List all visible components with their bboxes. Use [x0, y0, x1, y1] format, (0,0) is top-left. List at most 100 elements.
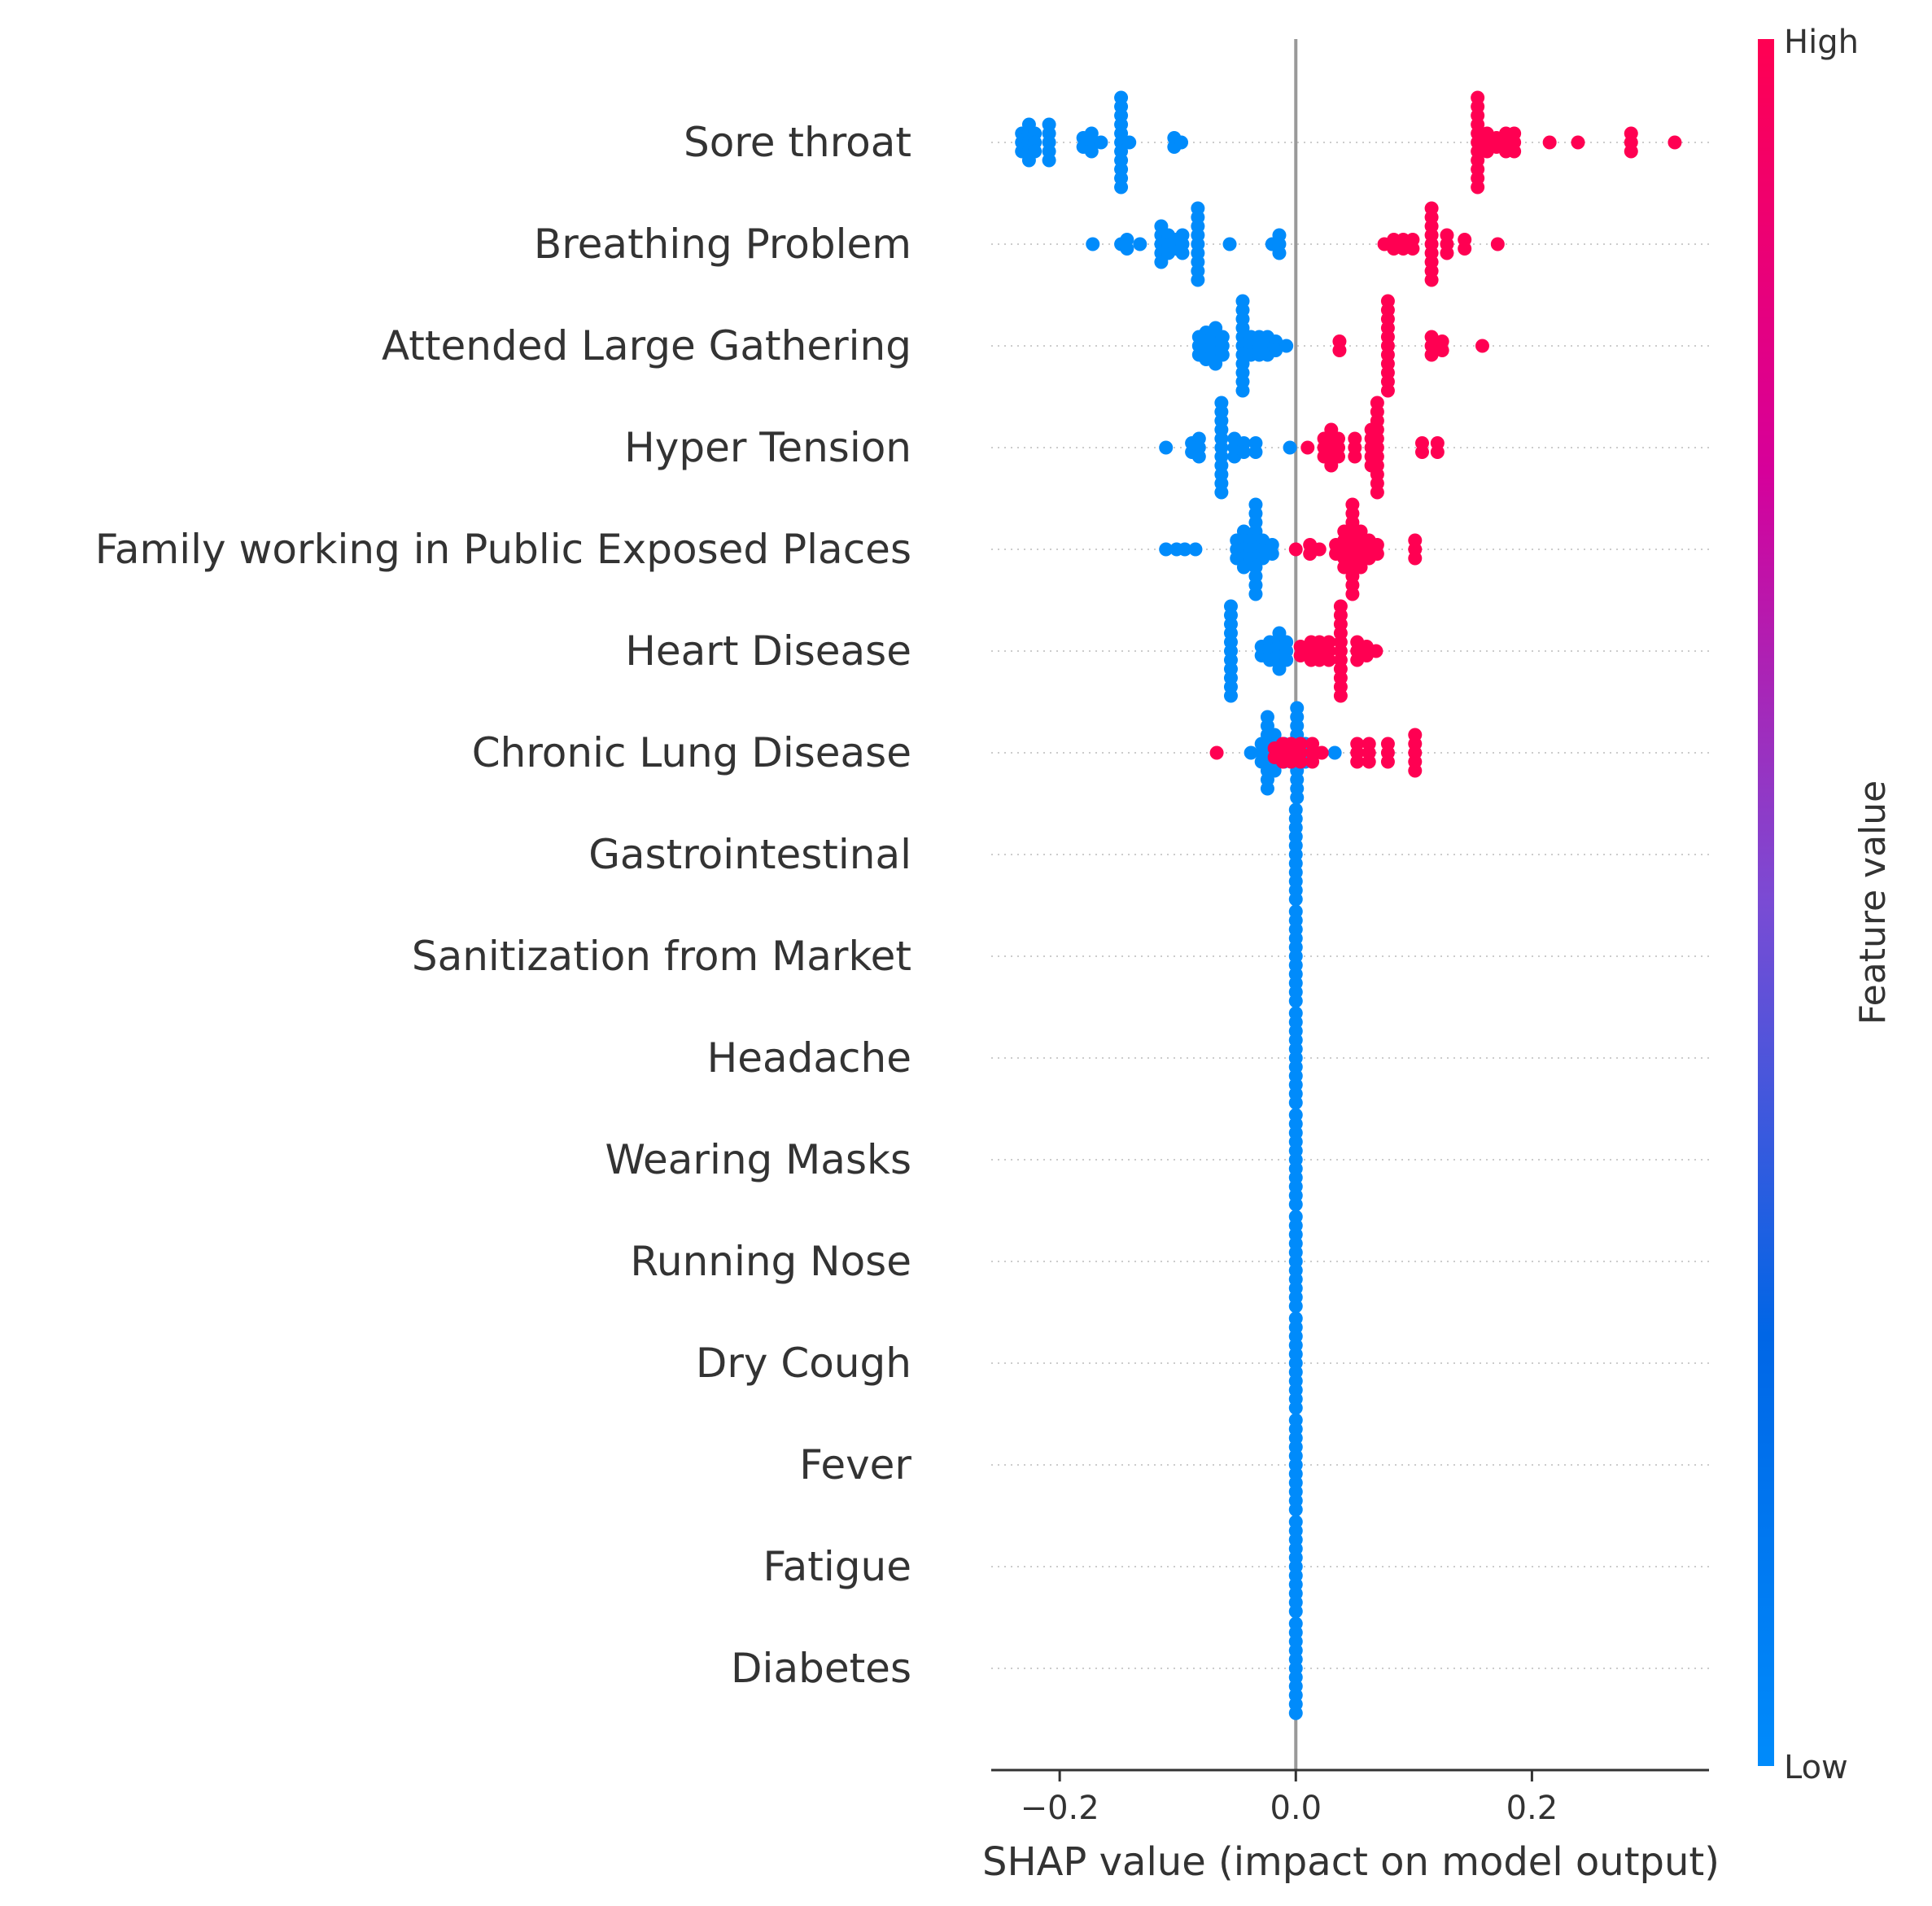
feature-points: [1288, 1209, 1303, 1314]
feature-points: [1288, 1616, 1303, 1720]
high-value-point: [1380, 754, 1395, 769]
high-value-point: [1370, 485, 1384, 500]
high-value-point: [1435, 343, 1449, 357]
feature-label: Family working in Public Exposed Places: [95, 526, 911, 573]
low-value-point: [1272, 246, 1287, 260]
low-value-point: [1159, 542, 1174, 557]
feature-label: Hyper Tension: [624, 424, 911, 471]
low-value-point: [1260, 781, 1274, 796]
high-value-point: [1471, 180, 1485, 195]
low-value-point: [1288, 892, 1303, 907]
feature-labels: Sore throat Breathing Problem Attended Lar…: [95, 119, 912, 1692]
feature-label: Dry Cough: [696, 1340, 911, 1387]
high-value-point: [1440, 246, 1454, 260]
low-value-point: [1175, 246, 1190, 260]
low-value-point: [1174, 135, 1189, 150]
low-value-point: [1248, 445, 1263, 459]
high-value-point: [1350, 754, 1365, 769]
row-guides: [991, 142, 1709, 1669]
high-value-point: [1322, 653, 1336, 667]
feature-label: Breathing Problem: [534, 221, 911, 268]
high-value-point: [1314, 745, 1329, 760]
high-value-point: [1475, 339, 1489, 353]
low-value-point: [1235, 383, 1250, 398]
low-value-point: [1086, 237, 1100, 251]
high-value-point: [1293, 754, 1308, 769]
feature-label: Sanitization from Market: [412, 933, 911, 980]
high-value-point: [1332, 343, 1347, 357]
high-value-point: [1288, 542, 1303, 557]
high-value-point: [1458, 242, 1472, 256]
x-axis-title: SHAP value (impact on model output): [982, 1839, 1720, 1885]
x-tick-label: −0.2: [1021, 1790, 1099, 1827]
high-value-point: [1345, 587, 1360, 601]
colorbar-gradient: [1758, 39, 1774, 1766]
high-value-point: [1370, 547, 1384, 561]
high-value-point: [1353, 560, 1368, 575]
low-value-point: [1028, 144, 1042, 159]
feature-label: Wearing Masks: [605, 1136, 911, 1183]
high-value-point: [1333, 689, 1348, 703]
low-value-point: [1279, 339, 1294, 353]
low-value-point: [1191, 273, 1205, 287]
high-value-point: [1408, 763, 1423, 778]
feature-points: [1288, 1006, 1303, 1110]
colorbar-title: Feature value: [1852, 780, 1894, 1025]
feature-points: [1288, 1515, 1303, 1619]
feature-points: [1288, 1311, 1303, 1415]
high-value-point: [1542, 135, 1557, 150]
colorbar-high-label: High: [1784, 24, 1859, 61]
feature-label: Attended Large Gathering: [382, 322, 911, 369]
high-value-point: [1405, 242, 1420, 256]
points-layer: [1015, 90, 1682, 1720]
feature-points: [1288, 904, 1303, 1008]
low-value-point: [1214, 485, 1229, 500]
feature-label: Running Nose: [630, 1238, 911, 1285]
low-value-point: [1290, 790, 1305, 805]
high-value-point: [1312, 542, 1327, 557]
low-value-point: [1223, 689, 1238, 703]
high-value-point: [1507, 144, 1522, 159]
low-value-point: [1267, 763, 1282, 778]
low-value-point: [1288, 1299, 1303, 1314]
low-value-point: [1236, 445, 1251, 459]
high-value-point: [1362, 754, 1376, 769]
high-value-point: [1414, 445, 1429, 459]
feature-label: Headache: [707, 1034, 911, 1082]
feature-points: [1288, 1413, 1303, 1517]
low-value-point: [1188, 542, 1203, 557]
low-value-point: [1269, 343, 1283, 357]
low-value-point: [1265, 547, 1279, 561]
low-value-point: [1215, 348, 1230, 362]
low-value-point: [1279, 653, 1294, 667]
feature-points: [1159, 396, 1445, 500]
colorbar-low-label: Low: [1784, 1749, 1848, 1786]
high-value-point: [1348, 449, 1362, 464]
high-value-point: [1300, 440, 1315, 455]
high-value-point: [1305, 754, 1320, 769]
x-tick-label: 0.2: [1506, 1790, 1558, 1827]
high-value-point: [1424, 273, 1439, 287]
feature-label: Chronic Lung Disease: [472, 729, 911, 776]
low-value-point: [1283, 440, 1297, 455]
feature-label: Sore throat: [684, 119, 911, 166]
low-value-point: [1288, 1095, 1303, 1110]
feature-points: [1288, 1108, 1303, 1212]
high-value-point: [1331, 449, 1345, 464]
high-value-point: [1209, 745, 1224, 760]
low-value-point: [1133, 237, 1147, 251]
feature-label: Fatigue: [763, 1543, 912, 1590]
low-value-point: [1288, 1502, 1303, 1517]
high-value-point: [1430, 445, 1445, 459]
feature-label: Diabetes: [731, 1645, 911, 1692]
low-value-point: [1094, 135, 1108, 150]
feature-points: [1223, 599, 1383, 703]
high-value-point: [1624, 144, 1638, 159]
low-value-point: [1327, 745, 1342, 760]
low-value-point: [1288, 1401, 1303, 1415]
high-value-point: [1408, 551, 1423, 566]
high-value-point: [1571, 135, 1585, 150]
low-value-point: [1288, 1604, 1303, 1619]
